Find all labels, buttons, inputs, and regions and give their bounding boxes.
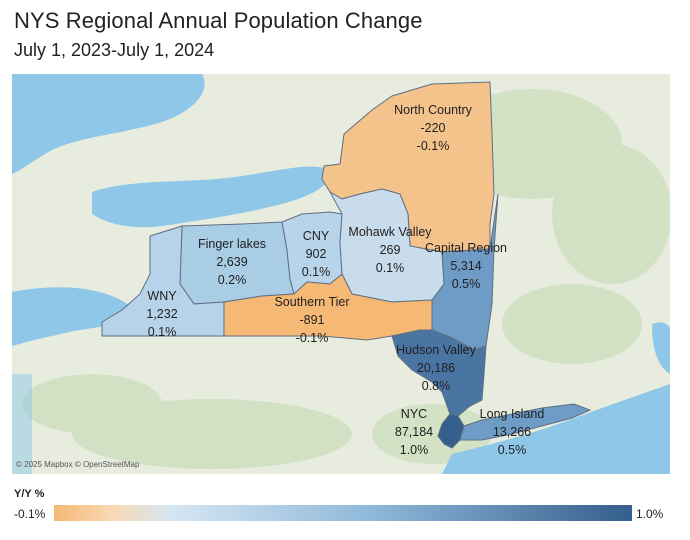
water-layer [12, 74, 670, 474]
label-cny: CNY 902 0.1% [302, 229, 331, 279]
label-north-country: North Country -220 -0.1% [394, 103, 473, 153]
label-change: 5,314 [450, 259, 481, 273]
label-change: 269 [380, 243, 401, 257]
label-pct: 0.1% [148, 325, 177, 339]
label-name: Long Island [480, 407, 545, 421]
label-pct: 0.5% [498, 443, 527, 457]
label-long-island: Long Island 13,266 0.5% [480, 407, 545, 457]
label-capital-region: Capital Region 5,314 0.5% [425, 241, 507, 291]
label-name: WNY [147, 289, 177, 303]
region-hudson-valley[interactable] [391, 329, 487, 417]
label-change: 13,266 [493, 425, 531, 439]
label-name: Capital Region [425, 241, 507, 255]
region-labels: North Country -220 -0.1% Finger lakes 2,… [146, 103, 544, 457]
label-pct: 0.5% [452, 277, 481, 291]
label-change: -891 [299, 313, 324, 327]
label-change: 20,186 [417, 361, 455, 375]
label-change: -220 [420, 121, 445, 135]
legend-min-label: -0.1% [14, 507, 46, 521]
legend-color-ramp [54, 505, 632, 521]
label-pct: 0.1% [302, 265, 331, 279]
label-change: 87,184 [395, 425, 433, 439]
label-name: NYC [401, 407, 427, 421]
label-pct: -0.1% [296, 331, 329, 345]
label-change: 902 [306, 247, 327, 261]
population-change-map[interactable]: North Country -220 -0.1% Finger lakes 2,… [12, 74, 670, 474]
label-hudson-valley: Hudson Valley 20,186 0.8% [396, 343, 476, 393]
map-title: NYS Regional Annual Population Change [14, 8, 423, 33]
label-southern-tier: Southern Tier -891 -0.1% [274, 295, 349, 345]
label-change: 1,232 [146, 307, 177, 321]
map-subtitle: July 1, 2023-July 1, 2024 [14, 40, 215, 60]
terrain-layer [22, 89, 670, 469]
label-pct: -0.1% [417, 139, 450, 153]
region-wny[interactable] [101, 225, 225, 337]
legend-title: Y/Y % [14, 488, 45, 500]
region-southern-tier[interactable] [223, 273, 433, 341]
label-pct: 0.8% [422, 379, 451, 393]
label-wny: WNY 1,232 0.1% [146, 289, 177, 339]
label-pct: 1.0% [400, 443, 429, 457]
label-change: 2,639 [216, 255, 247, 269]
region-long-island[interactable] [459, 403, 592, 441]
label-nyc: NYC 87,184 1.0% [395, 407, 433, 457]
label-name: Southern Tier [274, 295, 349, 309]
label-finger-lakes: Finger lakes 2,639 0.2% [198, 237, 266, 287]
label-name: Hudson Valley [396, 343, 476, 357]
map-attribution[interactable]: © 2025 Mapbox © OpenStreetMap [16, 460, 140, 469]
label-name: Mohawk Valley [348, 225, 432, 239]
label-name: Finger lakes [198, 237, 266, 251]
label-name: CNY [303, 229, 330, 243]
label-pct: 0.2% [218, 273, 247, 287]
label-name: North Country [394, 103, 473, 117]
regions-layer [101, 81, 592, 449]
label-mohawk-valley: Mohawk Valley 269 0.1% [348, 225, 432, 275]
legend-max-label: 1.0% [636, 507, 664, 521]
label-pct: 0.1% [376, 261, 405, 275]
